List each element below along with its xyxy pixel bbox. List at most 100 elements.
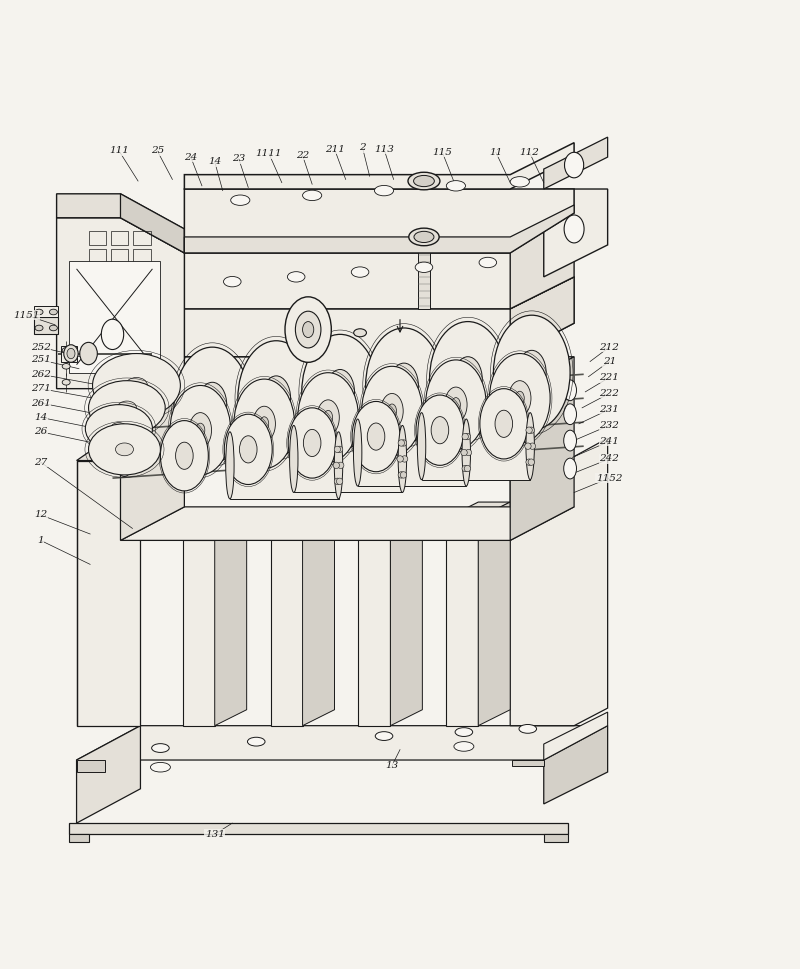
Ellipse shape <box>223 276 241 287</box>
Ellipse shape <box>175 442 193 469</box>
Ellipse shape <box>431 417 449 444</box>
Ellipse shape <box>334 383 346 401</box>
Ellipse shape <box>354 419 362 486</box>
Polygon shape <box>544 834 568 842</box>
Ellipse shape <box>333 462 339 469</box>
Ellipse shape <box>337 478 343 484</box>
Ellipse shape <box>564 380 577 400</box>
Ellipse shape <box>564 215 584 243</box>
Ellipse shape <box>526 413 534 480</box>
Polygon shape <box>62 346 78 361</box>
Ellipse shape <box>402 455 408 462</box>
Ellipse shape <box>494 315 570 430</box>
Ellipse shape <box>374 185 394 196</box>
Ellipse shape <box>62 348 70 353</box>
Polygon shape <box>510 197 574 245</box>
Ellipse shape <box>334 478 341 484</box>
Ellipse shape <box>35 309 43 315</box>
Polygon shape <box>184 205 574 253</box>
Ellipse shape <box>387 404 397 418</box>
Ellipse shape <box>317 400 339 435</box>
Ellipse shape <box>174 347 250 462</box>
Text: 212: 212 <box>599 343 619 352</box>
Ellipse shape <box>446 180 466 191</box>
Ellipse shape <box>509 381 531 416</box>
Text: 231: 231 <box>599 405 619 414</box>
Ellipse shape <box>247 737 265 746</box>
Text: 13: 13 <box>386 761 398 770</box>
Ellipse shape <box>302 334 378 450</box>
Ellipse shape <box>115 443 134 455</box>
Polygon shape <box>34 317 58 334</box>
Ellipse shape <box>239 436 257 463</box>
Polygon shape <box>121 507 574 541</box>
Ellipse shape <box>479 258 497 267</box>
Polygon shape <box>69 823 568 834</box>
Ellipse shape <box>466 450 472 455</box>
Ellipse shape <box>62 380 70 385</box>
Ellipse shape <box>302 190 322 201</box>
Ellipse shape <box>170 386 230 475</box>
Ellipse shape <box>150 763 170 772</box>
Ellipse shape <box>253 406 275 441</box>
Polygon shape <box>422 413 530 480</box>
Polygon shape <box>184 189 574 253</box>
Polygon shape <box>270 532 302 726</box>
Ellipse shape <box>161 421 208 491</box>
Polygon shape <box>77 726 608 760</box>
Ellipse shape <box>89 381 166 435</box>
Text: 111: 111 <box>109 146 129 155</box>
Bar <box>134 249 151 263</box>
Ellipse shape <box>445 387 467 422</box>
Ellipse shape <box>224 414 272 484</box>
Ellipse shape <box>526 363 538 382</box>
Ellipse shape <box>510 176 530 187</box>
Ellipse shape <box>564 404 577 424</box>
Ellipse shape <box>381 393 403 428</box>
Bar <box>89 232 106 245</box>
Polygon shape <box>390 509 422 726</box>
Bar <box>111 232 129 245</box>
Text: 115: 115 <box>432 148 452 157</box>
Ellipse shape <box>564 430 577 451</box>
Text: 25: 25 <box>150 146 164 155</box>
Text: 222: 222 <box>599 389 619 398</box>
Polygon shape <box>77 726 141 823</box>
Ellipse shape <box>515 391 524 405</box>
Text: 131: 131 <box>205 829 225 839</box>
Ellipse shape <box>525 443 531 450</box>
Ellipse shape <box>50 326 58 330</box>
Polygon shape <box>510 357 574 541</box>
Polygon shape <box>214 524 246 726</box>
Text: 242: 242 <box>599 454 619 463</box>
Ellipse shape <box>93 354 180 418</box>
Polygon shape <box>34 305 58 317</box>
Ellipse shape <box>418 413 426 480</box>
Bar <box>89 266 106 280</box>
Ellipse shape <box>528 459 534 465</box>
Polygon shape <box>69 834 89 842</box>
Polygon shape <box>77 460 141 726</box>
Polygon shape <box>121 357 184 541</box>
Ellipse shape <box>518 351 546 395</box>
Ellipse shape <box>398 425 406 492</box>
Polygon shape <box>121 194 184 253</box>
Text: 271: 271 <box>30 384 50 393</box>
Text: 11: 11 <box>490 148 502 157</box>
Ellipse shape <box>564 458 577 479</box>
Ellipse shape <box>362 366 422 455</box>
Text: 26: 26 <box>34 427 47 436</box>
Polygon shape <box>302 516 334 726</box>
Polygon shape <box>544 712 608 760</box>
Ellipse shape <box>398 440 405 446</box>
Polygon shape <box>184 277 574 357</box>
Ellipse shape <box>414 175 434 187</box>
Polygon shape <box>510 277 574 357</box>
Polygon shape <box>358 509 422 524</box>
Ellipse shape <box>400 440 406 446</box>
Polygon shape <box>77 430 184 460</box>
Ellipse shape <box>326 369 354 414</box>
Text: 241: 241 <box>599 437 619 446</box>
Text: 221: 221 <box>599 373 619 382</box>
Ellipse shape <box>334 446 341 453</box>
